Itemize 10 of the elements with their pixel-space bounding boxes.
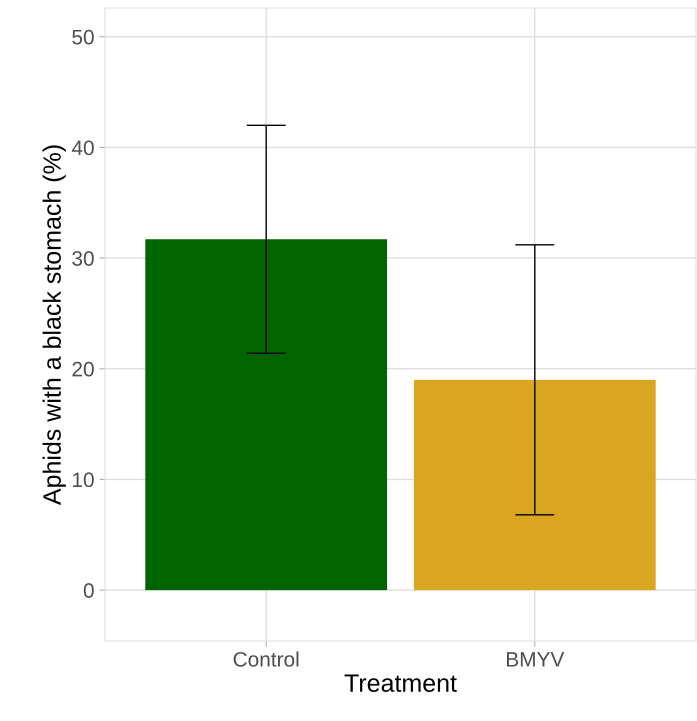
y-tick-label: 30 [72,251,94,266]
x-tick-label: BMYV [507,652,564,667]
y-tick-label: 20 [72,362,94,377]
y-tick-label: 10 [73,472,94,488]
y-tick-label: 0 [84,583,94,598]
y-axis-title: Aphids with a black stomach (%) [42,145,66,506]
x-tick-label: Control [234,651,298,667]
y-tick-label: 50 [72,30,94,45]
x-axis-title: Treatment [344,674,457,692]
y-tick-label: 40 [72,140,94,156]
